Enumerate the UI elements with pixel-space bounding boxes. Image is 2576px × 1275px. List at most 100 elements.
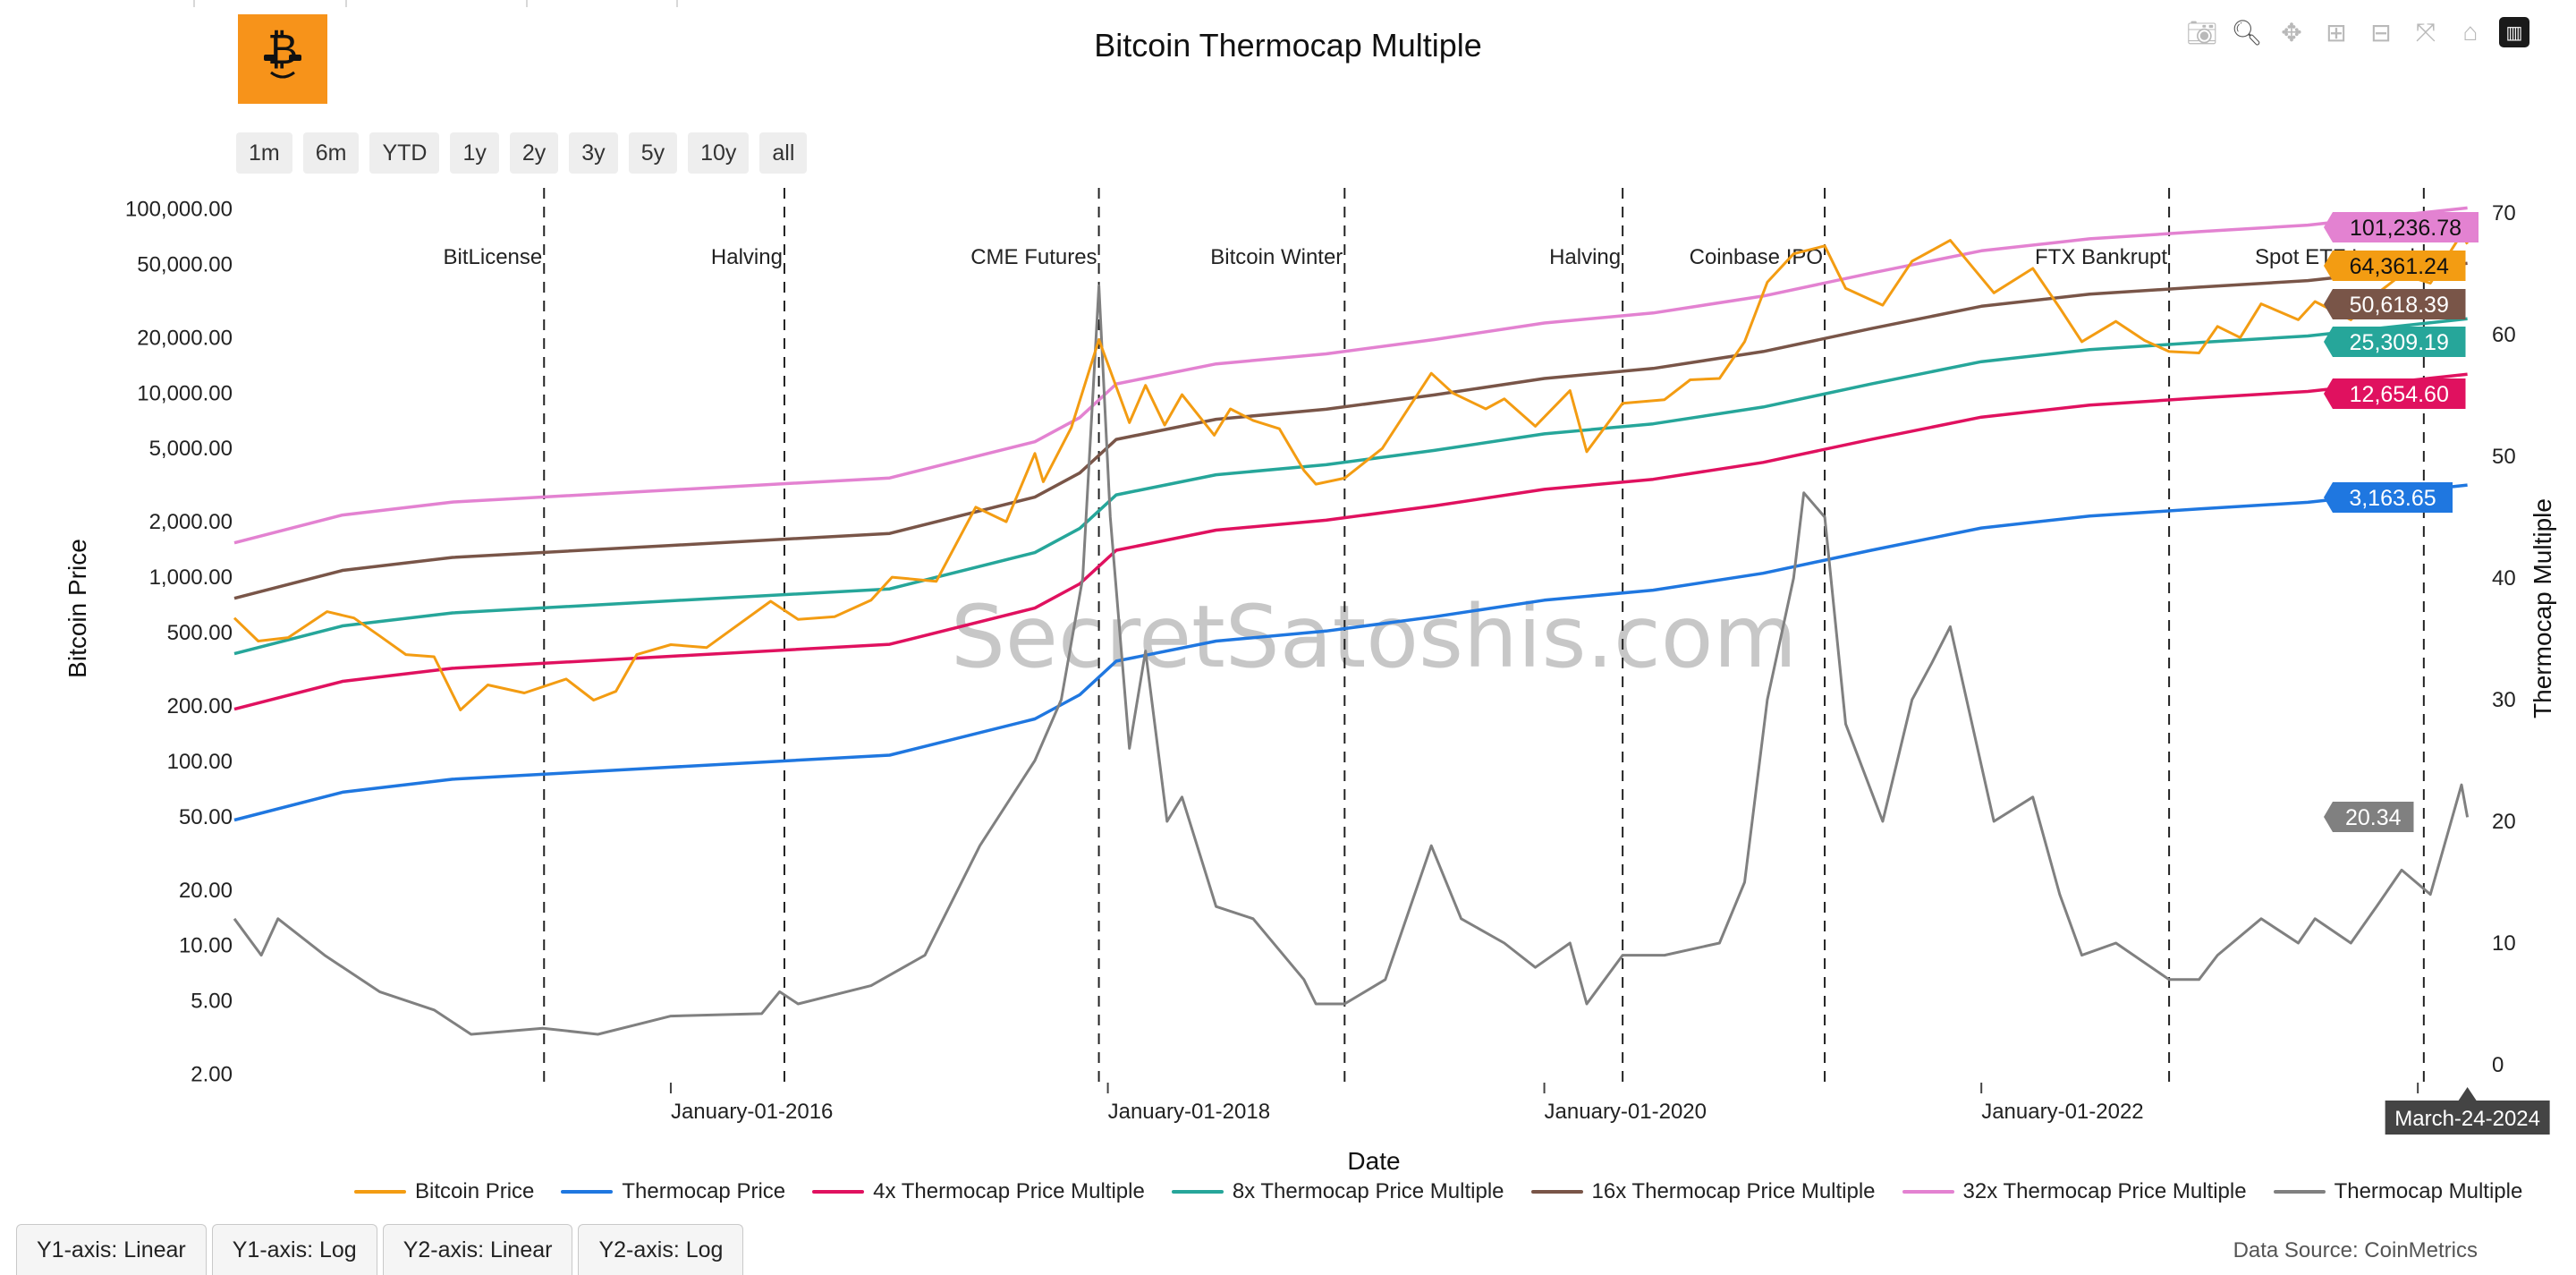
y-tick-label: 2.00 xyxy=(191,1063,233,1087)
range-button-2y[interactable]: 2y xyxy=(509,132,559,174)
legend-swatch xyxy=(1530,1190,1583,1194)
x-tick-label: January-01-2018 xyxy=(1108,1100,1270,1124)
series-line-multiple[interactable] xyxy=(233,285,2470,1036)
event-label: Bitcoin Winter xyxy=(1210,245,1343,269)
series-end-label: 25,309.19 xyxy=(2350,330,2449,355)
x-tick-label: January-01-2016 xyxy=(671,1100,833,1124)
legend-label: Thermocap Price xyxy=(622,1179,786,1203)
legend-item-x4[interactable]: 4x Thermocap Price Multiple xyxy=(812,1179,1145,1204)
series-end-label: 50,618.39 xyxy=(2350,293,2449,318)
legend-swatch xyxy=(2273,1190,2326,1194)
range-button-6m[interactable]: 6m xyxy=(302,132,360,174)
event-label: Halving xyxy=(1549,245,1621,269)
series-end-label: 20.34 xyxy=(2345,805,2402,830)
legend-label: Bitcoin Price xyxy=(415,1179,535,1203)
legend-item-x8[interactable]: 8x Thermocap Price Multiple xyxy=(1171,1179,1504,1204)
legend-item-bitcoin-price[interactable]: Bitcoin Price xyxy=(354,1179,534,1204)
y2-linear-button[interactable]: Y2-axis: Linear xyxy=(382,1224,573,1275)
series-end-label-bg xyxy=(2324,251,2466,281)
series-line-x16[interactable] xyxy=(233,261,2468,600)
legend-label: 4x Thermocap Price Multiple xyxy=(873,1179,1145,1203)
legend-item-x16[interactable]: 16x Thermocap Price Multiple xyxy=(1530,1179,1876,1204)
data-source: Data Source: CoinMetrics xyxy=(2233,1238,2478,1262)
y2-tick-label: 30 xyxy=(2492,688,2516,712)
range-selector: 1m 6m YTD 1y 2y 3y 5y 10y all xyxy=(236,132,808,174)
y1-linear-button[interactable]: Y1-axis: Linear xyxy=(16,1224,207,1275)
range-button-1y[interactable]: 1y xyxy=(450,132,499,174)
event-label: Halving xyxy=(711,245,783,269)
y-tick-label: 2,000.00 xyxy=(149,510,233,534)
y-axis-title: Bitcoin Price xyxy=(64,539,91,678)
svg-text:₿: ₿ xyxy=(267,28,298,73)
legend-swatch xyxy=(812,1190,865,1194)
series-end-label-bg xyxy=(2324,212,2479,242)
camera-icon[interactable]: 📷︎ xyxy=(2186,18,2218,47)
legend-swatch xyxy=(1171,1190,1224,1194)
y-tick-label: 100.00 xyxy=(167,750,233,774)
y-tick-label: 20.00 xyxy=(179,879,233,903)
hover-date-badge xyxy=(2385,1087,2550,1135)
top-tab-strip xyxy=(0,0,680,7)
series-end-label-bg xyxy=(2324,289,2466,319)
series-line-bitcoin-price[interactable] xyxy=(233,233,2469,711)
event-label: Coinbase IPO xyxy=(1690,245,1823,269)
y-tick-label: 20,000.00 xyxy=(137,326,233,350)
legend-swatch xyxy=(561,1190,614,1194)
range-button-all[interactable]: all xyxy=(759,132,808,174)
range-button-1m[interactable]: 1m xyxy=(236,132,292,174)
zoom-out-icon[interactable]: ⊟ xyxy=(2370,18,2392,47)
zoom-in-icon[interactable]: ⊞ xyxy=(2326,18,2347,47)
legend-label: Thermocap Multiple xyxy=(2334,1179,2523,1203)
series-end-label: 12,654.60 xyxy=(2350,382,2449,407)
series-end-label-bg xyxy=(2324,327,2466,357)
series-line-x4[interactable] xyxy=(233,372,2468,711)
y-tick-label: 5,000.00 xyxy=(149,437,233,461)
plotly-logo-icon[interactable]: ▥ xyxy=(2499,17,2529,47)
legend-item-thermocap-price[interactable]: Thermocap Price xyxy=(561,1179,785,1204)
range-button-ytd[interactable]: YTD xyxy=(369,132,440,174)
y2-log-button[interactable]: Y2-axis: Log xyxy=(578,1224,744,1275)
series-line-thermocap-price[interactable] xyxy=(233,483,2468,822)
y-tick-label: 10,000.00 xyxy=(137,381,233,405)
legend-label: 8x Thermocap Price Multiple xyxy=(1232,1179,1504,1203)
pan-icon[interactable]: ✥ xyxy=(2281,18,2302,47)
y2-tick-label: 10 xyxy=(2492,931,2516,956)
y2-tick-label: 50 xyxy=(2492,445,2516,469)
series-line-x8[interactable] xyxy=(233,317,2468,656)
y1-log-button[interactable]: Y1-axis: Log xyxy=(211,1224,377,1275)
axis-scale-buttons: Y1-axis: Linear Y1-axis: Log Y2-axis: Li… xyxy=(16,1224,749,1275)
series-end-label-bg xyxy=(2324,482,2453,513)
reset-axes-icon[interactable]: ⌂ xyxy=(2462,18,2479,46)
event-label: BitLicense xyxy=(444,245,543,269)
y2-tick-label: 60 xyxy=(2492,323,2516,347)
x-axis-title: Date xyxy=(1347,1147,1400,1175)
range-button-3y[interactable]: 3y xyxy=(569,132,618,174)
series-end-label: 64,361.24 xyxy=(2350,254,2449,279)
range-button-5y[interactable]: 5y xyxy=(628,132,678,174)
y-tick-label: 100,000.00 xyxy=(125,197,233,221)
autoscale-icon[interactable]: ⤧ xyxy=(2415,17,2436,46)
legend-item-multiple[interactable]: Thermocap Multiple xyxy=(2273,1179,2523,1204)
y2-tick-label: 20 xyxy=(2492,810,2516,834)
range-button-10y[interactable]: 10y xyxy=(688,132,750,174)
legend: Bitcoin Price Thermocap Price 4x Thermocap… xyxy=(354,1179,2522,1204)
legend-label: 32x Thermocap Price Multiple xyxy=(1962,1179,2247,1203)
series-end-label-bg xyxy=(2324,378,2466,409)
y-tick-label: 10.00 xyxy=(179,934,233,958)
y-tick-label: 5.00 xyxy=(191,990,233,1014)
y2-tick-label: 0 xyxy=(2492,1053,2504,1077)
y-tick-label: 200.00 xyxy=(167,694,233,718)
series-end-label: 3,163.65 xyxy=(2349,486,2436,511)
series-end-label-bg xyxy=(2324,802,2414,832)
bitcoin-face-icon: ₿ xyxy=(264,28,301,79)
y2-axis-title: Thermocap Multiple xyxy=(2529,498,2556,718)
series-end-label: 101,236.78 xyxy=(2350,216,2462,241)
bitcoin-logo: ₿ xyxy=(238,14,327,104)
y-tick-label: 50,000.00 xyxy=(137,252,233,276)
watermark: SecretSatoshis.com xyxy=(951,587,1797,687)
series-line-x32[interactable] xyxy=(233,206,2468,545)
event-label: FTX Bankrupt xyxy=(2035,245,2167,269)
zoom-icon[interactable]: 🔍︎ xyxy=(2231,18,2263,47)
legend-item-x32[interactable]: 32x Thermocap Price Multiple xyxy=(1902,1179,2247,1204)
